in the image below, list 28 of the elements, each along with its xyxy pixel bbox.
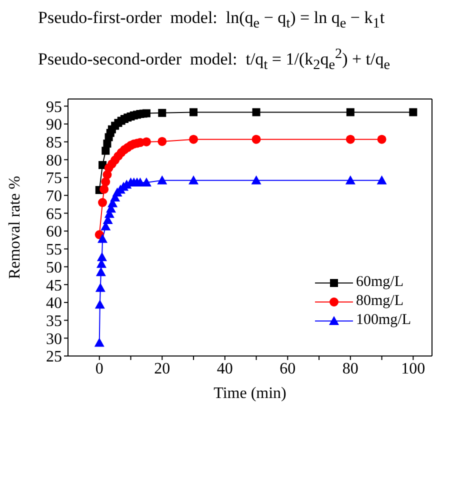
legend-label: 60mg/L: [356, 274, 404, 292]
y-tick-label: 35: [46, 313, 62, 330]
text: Pseudo-first-order model: ln(q$_{e}$ − q$_{t}$) = ln q$_{e}$ − k$_{1}$t: [38, 8, 385, 32]
text: Pseudo-second-order model: t/q$_{t}$ = 1/(k$_{2}$q$_{e}$$^{2}$) + t/q$_{e}$: [38, 46, 390, 74]
legend-label: 80mg/L: [356, 293, 404, 310]
y-tick-label: 95: [46, 99, 62, 116]
x-tick-label: 100: [401, 360, 426, 378]
y-tick-label: 85: [46, 134, 62, 152]
x-tick-label: 40: [216, 360, 233, 378]
y-tick-label: 70: [46, 188, 62, 206]
y-tick-label: 50: [46, 260, 62, 277]
y-tick-label: 75: [46, 170, 62, 188]
y-tick-label: 30: [46, 331, 62, 348]
y-tick-label: 45: [46, 278, 62, 295]
x-tick-label: 20: [154, 360, 170, 378]
y-axis-title: Removal rate %: [6, 176, 24, 280]
y-tick-label: 40: [46, 296, 62, 313]
y-tick-label: 25: [46, 349, 62, 366]
y-tick-label: 60: [46, 224, 62, 242]
x-tick-label: 0: [95, 360, 104, 378]
y-tick-label: 90: [46, 117, 62, 134]
y-tick-label: 55: [46, 242, 62, 260]
legend-label: 100mg/L: [356, 312, 411, 330]
x-tick-label: 60: [280, 360, 296, 378]
y-tick-label: 65: [46, 206, 62, 224]
y-tick-label: 80: [46, 152, 62, 170]
x-axis-title: Time (min): [214, 385, 286, 402]
x-tick-label: 80: [342, 360, 358, 378]
